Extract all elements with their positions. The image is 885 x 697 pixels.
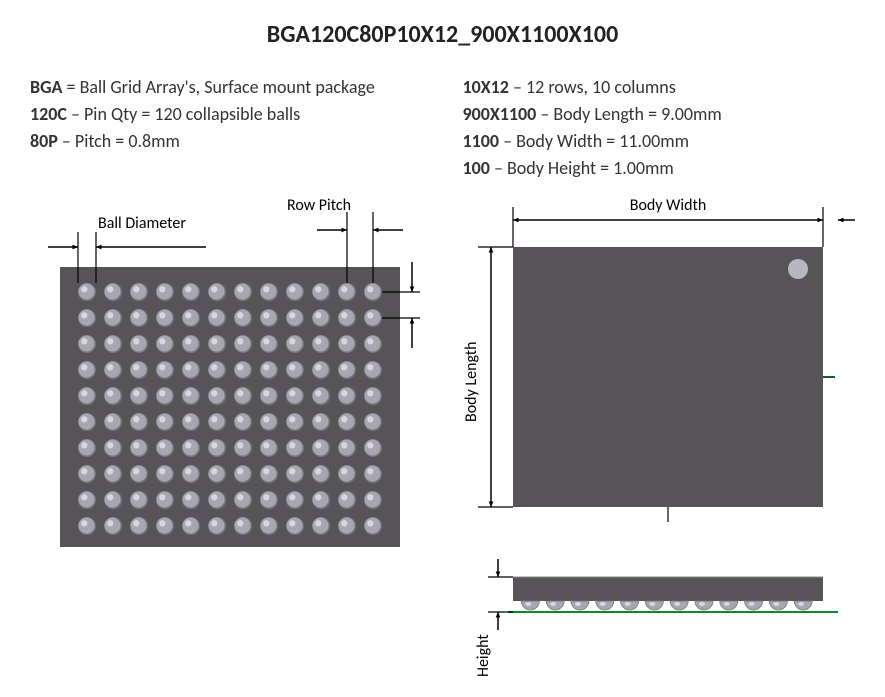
spec-line: 900X1100 – Body Length = 9.00mm [463,101,856,128]
svg-text:Ball Diameter: Ball Diameter [98,214,186,233]
spec-line: 120C – Pin Qty = 120 collapsible balls [30,101,423,128]
spec-line: BGA = Ball Grid Array's, Surface mount p… [30,74,423,101]
svg-text:Height: Height [474,634,493,677]
svg-text:Column Pitch: Column Pitch [425,312,428,398]
spec-line: 100 – Body Height = 1.00mm [463,155,856,182]
specs-left-column: BGA = Ball Grid Array's, Surface mount p… [30,74,423,182]
specs-container: BGA = Ball Grid Array's, Surface mount p… [30,74,855,182]
svg-text:Body Length: Body Length [462,341,481,422]
diagrams-container: Ball Diameter Row Pitch Column Pitch Body … [30,192,855,697]
top-side-view-diagram: Body Width Body Length Height [458,192,856,697]
bottom-view-diagram: Ball Diameter Row Pitch Column Pitch [30,192,428,697]
svg-text:Body Width: Body Width [629,196,705,215]
page-title: BGA120C80P10X12_900X1100X100 [30,20,855,49]
svg-text:Row Pitch: Row Pitch [287,196,351,215]
spec-line: 10X12 – 12 rows, 10 columns [463,74,856,101]
spec-line: 80P – Pitch = 0.8mm [30,128,423,155]
specs-right-column: 10X12 – 12 rows, 10 columns900X1100 – Bo… [463,74,856,182]
spec-line: 1100 – Body Width = 11.00mm [463,128,856,155]
